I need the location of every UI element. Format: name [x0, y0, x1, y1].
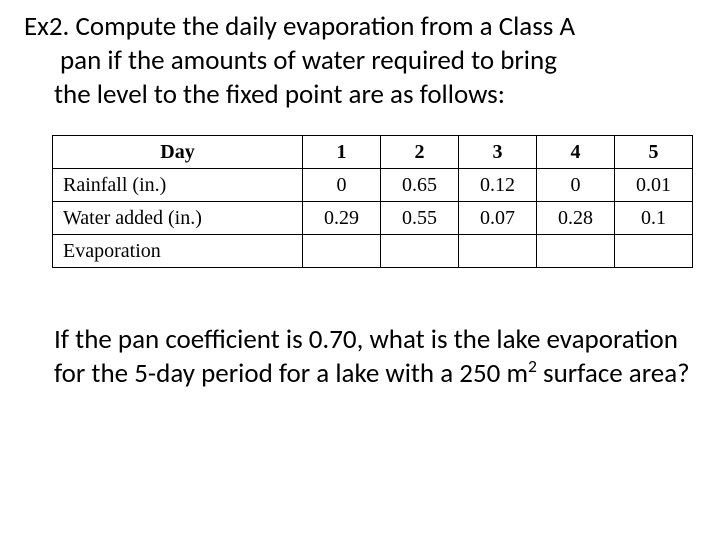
cell-rainfall-3: 0.12: [459, 169, 537, 202]
cell-water-4: 0.28: [537, 202, 615, 235]
q-area-val: 250: [459, 357, 500, 390]
q-text-pre: If the pan coefficient is: [54, 323, 309, 356]
cell-evap-4: [537, 235, 615, 268]
cell-evap-3: [459, 235, 537, 268]
header-day-label: Day: [53, 136, 303, 169]
q-text-post: surface area?: [537, 357, 690, 390]
cell-rainfall-1: 0: [303, 169, 381, 202]
table-row: Rainfall (in.) 0 0.65 0.12 0 0.01: [53, 169, 693, 202]
header-day-3: 3: [459, 136, 537, 169]
q-period: 5: [134, 357, 148, 390]
cell-evap-2: [381, 235, 459, 268]
table-header-row: Day 1 2 3 4 5: [53, 136, 693, 169]
header-day-4: 4: [537, 136, 615, 169]
data-table: Day 1 2 3 4 5 Rainfall (in.) 0 0.65 0.12…: [52, 135, 693, 268]
cell-water-3: 0.07: [459, 202, 537, 235]
row-label-water-added: Water added (in.): [53, 202, 303, 235]
problem-statement: Ex2. Compute the daily evaporation from …: [20, 10, 700, 111]
question-paragraph: If the pan coefficient is 0.70, what is …: [54, 323, 700, 391]
cell-evap-1: [303, 235, 381, 268]
row-label-rainfall: Rainfall (in.): [53, 169, 303, 202]
problem-line-3: the level to the fixed point are as foll…: [54, 78, 700, 112]
problem-line-2: pan if the amounts of water required to …: [60, 44, 700, 78]
q-area-unit-base: m: [506, 357, 528, 390]
q-pan-coef: 0.70: [309, 323, 357, 356]
q-text-mid2: -day period for a lake with a: [148, 357, 459, 390]
cell-water-2: 0.55: [381, 202, 459, 235]
row-label-evaporation: Evaporation: [53, 235, 303, 268]
q-area-unit-exp: 2: [528, 355, 537, 377]
table-row: Water added (in.) 0.29 0.55 0.07 0.28 0.…: [53, 202, 693, 235]
cell-evap-5: [615, 235, 693, 268]
table-row: Evaporation: [53, 235, 693, 268]
cell-rainfall-2: 0.65: [381, 169, 459, 202]
cell-water-1: 0.29: [303, 202, 381, 235]
cell-rainfall-4: 0: [537, 169, 615, 202]
problem-line-1: Ex2. Compute the daily evaporation from …: [24, 10, 700, 44]
header-day-1: 1: [303, 136, 381, 169]
header-day-2: 2: [381, 136, 459, 169]
header-day-5: 5: [615, 136, 693, 169]
cell-rainfall-5: 0.01: [615, 169, 693, 202]
data-table-container: Day 1 2 3 4 5 Rainfall (in.) 0 0.65 0.12…: [52, 135, 700, 268]
cell-water-5: 0.1: [615, 202, 693, 235]
